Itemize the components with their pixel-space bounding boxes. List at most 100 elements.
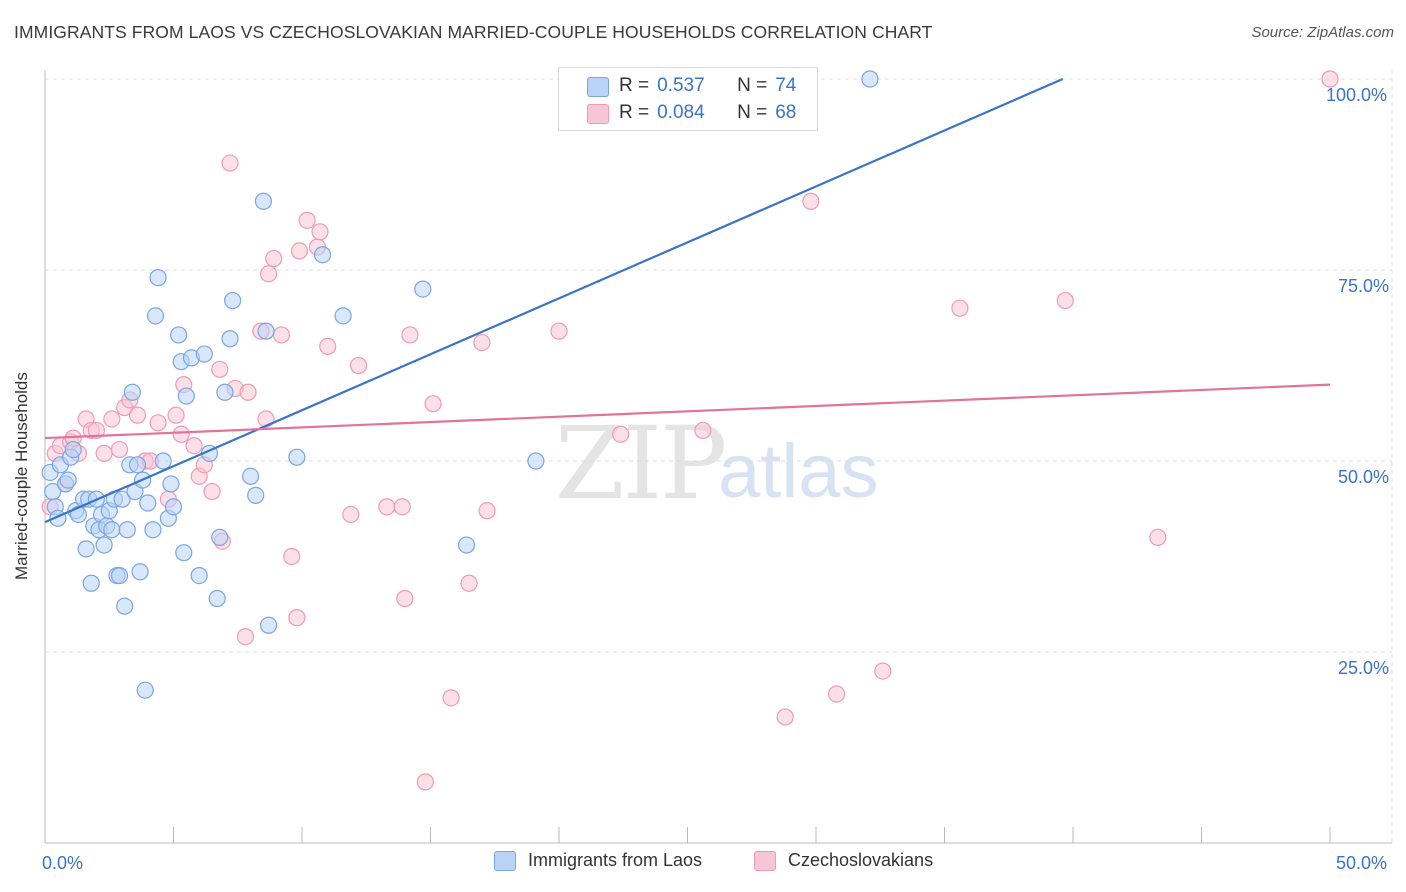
point-laos: [259, 616, 278, 634]
point-czech: [393, 498, 411, 516]
grid-layer: [45, 70, 1393, 843]
point-czech: [290, 242, 309, 260]
watermark-atlas: atlas: [718, 429, 879, 514]
point-laos: [103, 521, 121, 539]
y-tick-label: 100.0%: [1326, 85, 1388, 105]
point-czech: [265, 249, 283, 268]
trendline-laos: [44, 77, 1064, 524]
y-tick-label: 50.0%: [1338, 467, 1390, 487]
y-axis-label: Married-couple Households: [12, 372, 31, 580]
point-laos: [861, 70, 879, 88]
point-laos: [149, 269, 167, 287]
point-czech: [172, 425, 190, 443]
point-czech: [342, 505, 360, 524]
point-laos: [457, 536, 476, 554]
point-laos: [144, 521, 162, 539]
point-czech: [802, 192, 820, 210]
point-czech: [478, 502, 496, 520]
x-tick-label-max: 50.0%: [1336, 853, 1388, 873]
point-czech: [103, 410, 121, 428]
legend-n-value-laos: 74: [775, 75, 797, 96]
point-czech: [110, 440, 129, 459]
point-czech: [1149, 528, 1167, 547]
legend-row-czech: R = 0.084 N = 68: [619, 101, 796, 125]
points-layer: [41, 70, 1339, 791]
point-laos: [313, 246, 332, 264]
point-laos: [221, 330, 239, 348]
point-czech: [95, 444, 113, 462]
point-czech: [239, 383, 257, 401]
point-laos: [224, 291, 242, 310]
point-laos: [139, 494, 157, 512]
point-laos: [254, 192, 273, 210]
point-laos: [131, 563, 149, 581]
point-czech: [1056, 291, 1074, 310]
point-czech: [203, 482, 221, 501]
point-laos: [64, 440, 82, 459]
point-laos: [82, 574, 100, 592]
point-laos: [195, 345, 213, 363]
point-laos: [414, 280, 432, 298]
point-czech: [236, 628, 255, 646]
axes-layer: [44, 70, 1392, 844]
point-czech: [874, 662, 892, 680]
point-laos: [59, 471, 77, 489]
point-laos: [257, 322, 275, 340]
point-czech: [1321, 70, 1339, 88]
point-laos: [216, 383, 234, 401]
source-label: Source: ZipAtlas.com: [1251, 24, 1394, 41]
point-laos: [175, 544, 193, 562]
point-laos: [208, 589, 226, 608]
point-laos: [177, 387, 195, 405]
point-czech: [473, 333, 491, 352]
point-laos: [154, 452, 172, 470]
point-czech: [167, 406, 185, 424]
point-laos: [116, 597, 134, 615]
legend-n-value-czech: 68: [775, 102, 797, 123]
point-laos: [211, 528, 229, 547]
point-czech: [378, 498, 396, 516]
legend-n-label: N =: [737, 75, 768, 96]
point-czech: [272, 326, 291, 344]
y-tick-label: 75.0%: [1338, 276, 1390, 296]
point-czech: [951, 299, 969, 317]
point-laos: [190, 566, 208, 585]
point-czech: [128, 406, 147, 424]
point-czech: [87, 421, 106, 440]
bottom-legend-label-laos: Immigrants from Laos: [528, 850, 703, 870]
point-czech: [288, 609, 306, 627]
point-laos: [113, 490, 131, 508]
point-laos: [288, 448, 306, 466]
bottom-legend-czech: Czechoslovakians: [754, 850, 933, 871]
point-czech: [612, 425, 630, 443]
bottom-legend-label-czech: Czechoslovakians: [788, 850, 934, 870]
legend-r-label: R =: [619, 102, 650, 123]
point-laos: [95, 536, 113, 554]
point-czech: [259, 265, 278, 283]
point-laos: [334, 307, 352, 325]
point-czech: [424, 395, 442, 413]
legend-row-laos: R = 0.537 N = 74: [619, 74, 796, 98]
point-czech: [283, 547, 301, 566]
point-laos: [170, 326, 188, 344]
legend-swatch-czech: [587, 104, 609, 124]
point-czech: [416, 773, 434, 791]
point-laos: [146, 307, 165, 325]
point-laos: [242, 467, 260, 485]
point-czech: [221, 154, 239, 172]
legend-n-label: N =: [737, 102, 768, 123]
point-czech: [776, 708, 794, 726]
point-laos: [162, 475, 180, 493]
point-czech: [827, 685, 846, 703]
point-czech: [396, 589, 414, 608]
bottom-legend-swatch-czech: [754, 850, 776, 871]
point-laos: [128, 456, 147, 474]
point-czech: [298, 211, 316, 229]
point-czech: [550, 322, 568, 340]
legend-r-label: R =: [619, 75, 650, 96]
chart-title: IMMIGRANTS FROM LAOS VS CZECHOSLOVAKIAN …: [14, 22, 933, 42]
point-czech: [311, 223, 329, 241]
point-czech: [442, 689, 460, 707]
point-laos: [247, 486, 265, 504]
